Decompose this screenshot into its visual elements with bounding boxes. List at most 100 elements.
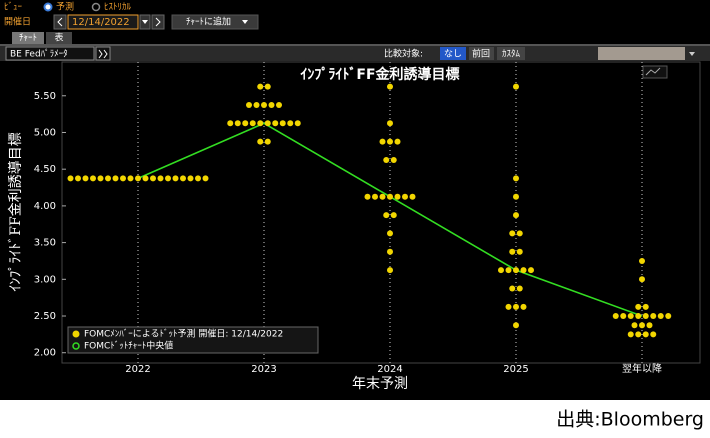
dot (257, 138, 264, 145)
option-historical[interactable]: ﾋｽﾄﾘｶﾙ (104, 2, 132, 13)
dot (120, 175, 126, 182)
dot (364, 193, 371, 200)
dot (264, 83, 271, 90)
dot (505, 267, 512, 274)
legend-box (67, 326, 319, 354)
dot (513, 303, 519, 310)
dot (498, 267, 504, 274)
dot (390, 212, 397, 219)
compare-custom-label: ｶｽﾀﾑ (502, 49, 521, 60)
compare-none[interactable] (440, 47, 466, 60)
compare-previous[interactable] (469, 47, 494, 60)
legend-label: FOMCﾄﾞｯﾄﾁｬｰﾄ中央値 (84, 340, 173, 352)
y-tick-label: 2.50 (34, 311, 56, 322)
tab-rule (0, 44, 710, 46)
radio-forecast[interactable] (43, 2, 53, 12)
dot (513, 193, 519, 200)
dot (394, 193, 401, 200)
compare-none-label: なし (444, 49, 462, 60)
dot (387, 193, 393, 200)
dot (387, 248, 393, 255)
dot (246, 101, 252, 108)
y-tick-label: 4.50 (34, 164, 56, 175)
dot (520, 267, 527, 274)
dot (383, 157, 390, 164)
option-forecast[interactable]: 予測 (56, 1, 74, 13)
dot (112, 175, 119, 182)
add-chart-button[interactable] (171, 14, 259, 30)
dot (394, 138, 401, 145)
prev-button[interactable] (53, 14, 67, 30)
chart-type-button[interactable] (642, 65, 668, 79)
dot (165, 175, 171, 182)
dot (642, 303, 649, 310)
dot (402, 193, 408, 200)
dot (635, 331, 642, 338)
dot (242, 120, 249, 127)
next-icon (155, 17, 161, 27)
x-axis-label: 年末予測 (352, 376, 408, 392)
legend-label: FOMCﾒﾝﾊﾞｰによるﾄﾞｯﾄ予測 開催日: 12/14/2022 (84, 328, 283, 340)
dot (227, 120, 234, 127)
date-input[interactable] (67, 14, 139, 30)
chart-type-icon (645, 67, 661, 76)
dot (642, 331, 649, 338)
dot (272, 120, 279, 127)
radio-historical[interactable] (91, 2, 101, 12)
dot (665, 313, 672, 320)
dot (612, 313, 619, 320)
dot (509, 285, 516, 292)
dot (90, 175, 96, 182)
compare-custom[interactable] (497, 47, 525, 60)
dot (82, 175, 89, 182)
dot (67, 175, 74, 182)
dot (639, 322, 645, 329)
dot (387, 267, 393, 274)
dot (187, 175, 194, 182)
dot (387, 138, 393, 145)
tab-table[interactable] (46, 32, 72, 44)
select-box[interactable] (598, 47, 685, 60)
dot (142, 175, 149, 182)
dot (513, 83, 519, 90)
dot (657, 313, 664, 320)
chart-title: ｲﾝﾌﾟﾗｲﾄﾞFF金利誘導目標 (300, 66, 459, 83)
dot (409, 193, 416, 200)
dot (234, 120, 241, 127)
source: 出典:Bloomberg (556, 409, 704, 431)
dot (180, 175, 186, 182)
dot (150, 175, 156, 182)
dot (287, 120, 294, 127)
dot (516, 248, 523, 255)
expand-button[interactable] (95, 46, 111, 61)
expand-icon (98, 49, 108, 59)
dot (639, 257, 645, 264)
dot (135, 175, 141, 182)
params-button[interactable] (5, 46, 95, 61)
dot (97, 175, 104, 182)
dot (383, 212, 390, 219)
prev-icon (57, 17, 63, 27)
x-tick-label: 2023 (251, 364, 276, 375)
dot (268, 101, 275, 108)
legend-swatch (72, 342, 80, 350)
next-button[interactable] (151, 14, 165, 30)
dot (157, 175, 164, 182)
dot (513, 212, 519, 219)
dot (279, 120, 286, 127)
dot (516, 285, 523, 292)
y-tick-label: 2.00 (34, 348, 56, 359)
dot (528, 267, 534, 274)
dropdown-icon (242, 20, 248, 24)
tab-table-label: 表 (54, 32, 63, 44)
dropdown-icon (142, 20, 148, 24)
dot (513, 322, 519, 329)
dot (257, 120, 264, 127)
y-tick-label: 3.00 (34, 274, 56, 285)
dot (379, 193, 386, 200)
dot (264, 120, 271, 127)
tab-chart-label: ﾁｬｰﾄ (19, 33, 37, 44)
dot (631, 322, 638, 329)
tab-chart[interactable] (12, 32, 44, 44)
